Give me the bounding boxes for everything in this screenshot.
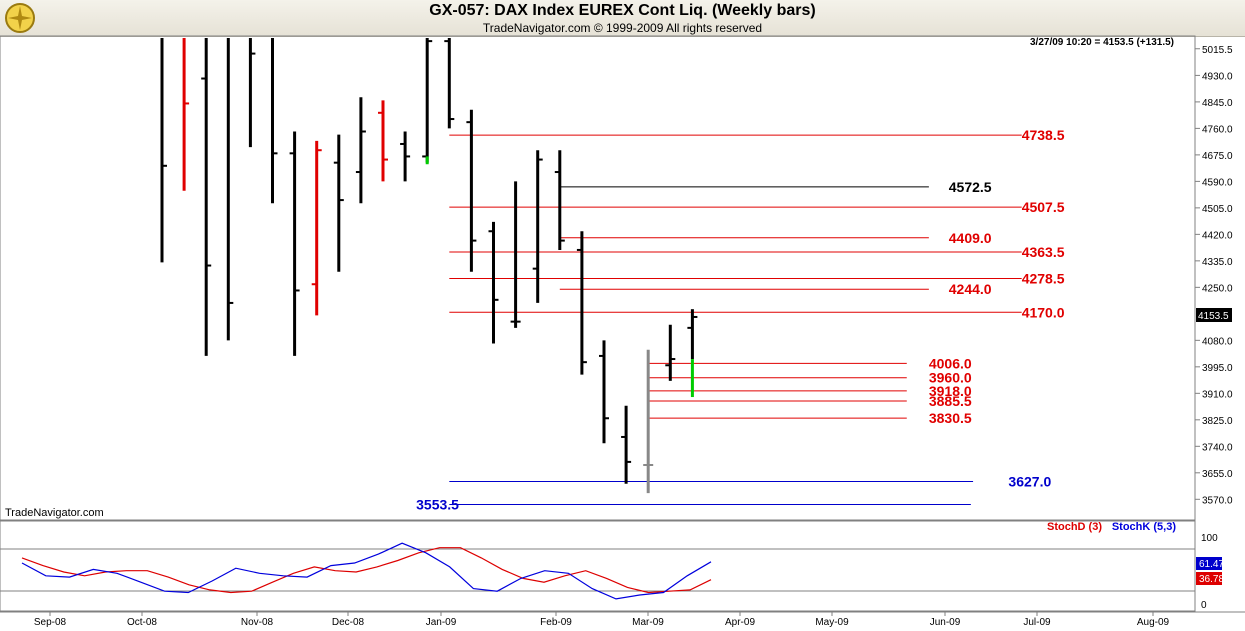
y-tick-label-16: 3570.0 xyxy=(1202,495,1233,506)
y-tick-label-13: 3825.0 xyxy=(1202,416,1233,427)
level-label-7: 4170.0 xyxy=(1022,304,1065,320)
y-tick-label-8: 4335.0 xyxy=(1202,257,1233,268)
x-tick-label-9: Jun-09 xyxy=(930,617,961,628)
y-tick-label-2: 4845.0 xyxy=(1202,98,1233,109)
trade-navigator-logo-icon xyxy=(5,3,35,33)
stoch-d-value-box xyxy=(1196,572,1222,585)
ohlc-bars xyxy=(160,38,698,494)
y-tick-label-15: 3655.0 xyxy=(1202,469,1233,480)
level-label-11: 3885.5 xyxy=(929,393,972,409)
x-tick-label-5: Feb-09 xyxy=(540,617,572,628)
stoch-k-value: 61.47 xyxy=(1199,559,1224,570)
y-tick-label-6: 4505.0 xyxy=(1202,204,1233,215)
level-label-3: 4409.0 xyxy=(949,230,992,246)
stoch-k-value-box xyxy=(1196,557,1222,570)
x-tick-label-1: Oct-08 xyxy=(127,617,157,628)
x-tick-label-6: Mar-09 xyxy=(632,617,664,628)
y-tick-label-11: 3995.0 xyxy=(1202,363,1233,374)
stoch-d-legend: StochD (3) xyxy=(1047,521,1102,533)
x-tick-label-2: Nov-08 xyxy=(241,617,274,628)
level-label-12: 3830.5 xyxy=(929,410,972,426)
y-tick-label-5: 4590.0 xyxy=(1202,177,1233,188)
stoch-series-0 xyxy=(21,547,712,594)
x-tick-label-4: Jan-09 xyxy=(426,617,457,628)
x-tick-label-0: Sep-08 xyxy=(34,617,67,628)
level-label-10: 3918.0 xyxy=(929,383,972,399)
level-label-8: 4006.0 xyxy=(929,355,972,371)
price-y-axis: 5015.5 4930.0 4845.0 4760.0 4675.0 4590.0 4505… xyxy=(1195,45,1233,506)
last-quote-readout: 3/27/09 10:20 = 4153.5 (+131.5) xyxy=(1030,37,1174,48)
level-label-14: 3553.5 xyxy=(416,496,459,512)
stoch-d-value: 36.78 xyxy=(1199,574,1224,585)
level-label-6: 4244.0 xyxy=(949,281,992,297)
stoch-k-legend: StochK (5,3) xyxy=(1112,521,1177,533)
y-tick-label-3: 4760.0 xyxy=(1202,124,1233,135)
y-tick-label-10: 4080.0 xyxy=(1202,336,1233,347)
last-price-box xyxy=(1196,308,1232,322)
last-price-label: 4153.5 xyxy=(1198,311,1229,322)
y-tick-label-1: 4930.0 xyxy=(1202,71,1233,82)
level-label-0: 4738.5 xyxy=(1022,127,1065,143)
date-x-axis: Sep-08 Oct-08 Nov-08 Dec-08 Jan-09 Feb-09 Mar-… xyxy=(34,612,1170,628)
y-tick-label-12: 3910.0 xyxy=(1202,389,1233,400)
y-tick-label-7: 4420.0 xyxy=(1202,230,1233,241)
y-tick-label-14: 3740.0 xyxy=(1202,442,1233,453)
level-label-4: 4363.5 xyxy=(1022,244,1065,260)
x-tick-label-8: May-09 xyxy=(815,617,849,628)
x-tick-label-7: Apr-09 xyxy=(725,617,755,628)
chart-title: GX-057: DAX Index EUREX Cont Liq. (Weekl… xyxy=(429,2,816,19)
y-tick-label-9: 4250.0 xyxy=(1202,283,1233,294)
stoch-tick-0: 0 xyxy=(1201,600,1207,611)
stoch-tick-100: 100 xyxy=(1201,533,1218,544)
x-tick-label-10: Jul-09 xyxy=(1023,617,1051,628)
level-label-5: 4278.5 xyxy=(1022,270,1065,286)
x-tick-label-3: Dec-08 xyxy=(332,617,365,628)
watermark: TradeNavigator.com xyxy=(5,507,104,519)
x-tick-label-11: Aug-09 xyxy=(1137,617,1170,628)
stochastic-lines xyxy=(21,542,712,600)
level-label-1: 4572.5 xyxy=(949,179,992,195)
price-levels: 4738.5 4572.5 4507.5 4409.0 4363.5 4278.5 4244… xyxy=(416,127,1065,512)
y-tick-label-4: 4675.0 xyxy=(1202,151,1233,162)
copyright-subtitle: TradeNavigator.com © 1999-2009 All right… xyxy=(482,21,763,35)
stoch-panel-frame xyxy=(0,520,1196,612)
level-label-2: 4507.5 xyxy=(1022,199,1065,215)
level-label-13: 3627.0 xyxy=(1008,474,1051,490)
y-tick-label-0: 5015.5 xyxy=(1202,45,1233,56)
level-label-9: 3960.0 xyxy=(929,370,972,386)
stoch-series-1 xyxy=(21,542,712,600)
